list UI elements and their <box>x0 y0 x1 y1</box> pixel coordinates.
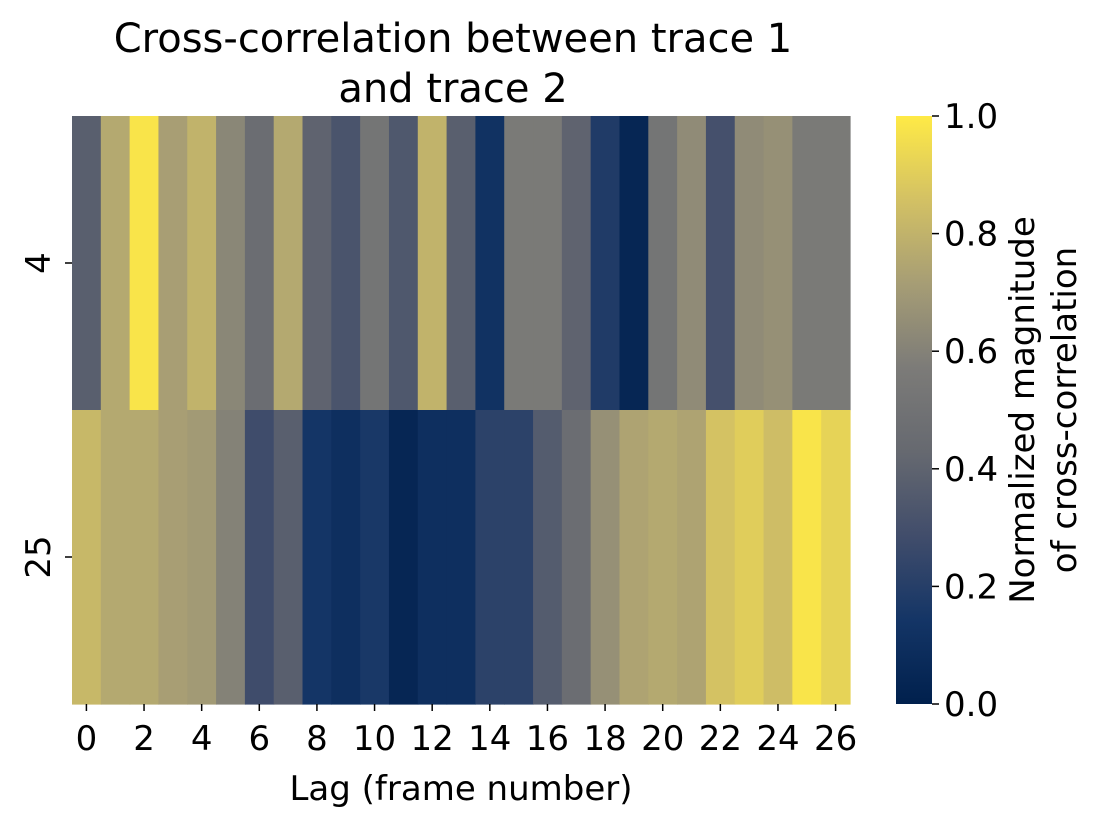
heatmap-cell <box>273 116 304 411</box>
heatmap-cell <box>129 410 160 705</box>
colorbar-gradient <box>896 116 932 704</box>
colorbar-tick-label: 0.2 <box>944 567 998 607</box>
heatmap-cell <box>734 410 765 705</box>
heatmap-cell <box>763 116 793 411</box>
heatmap-cell <box>561 116 592 411</box>
colorbar-tick-label: 0.8 <box>944 215 998 255</box>
heatmap-cell <box>273 410 304 705</box>
heatmap-cell <box>475 410 505 705</box>
x-tick-label: 6 <box>248 719 270 759</box>
x-tick-label: 20 <box>641 719 684 759</box>
heatmap-cell <box>590 410 621 705</box>
x-tick-label: 2 <box>133 719 155 759</box>
colorbar-label-line-1: Normalized magnitude <box>1003 216 1043 604</box>
heatmap-cell <box>504 116 534 411</box>
heatmap-cell <box>792 116 822 411</box>
heatmap-cell <box>821 116 851 411</box>
heatmap-cell <box>705 116 736 411</box>
x-tick-label: 22 <box>699 719 742 759</box>
x-tick-label: 4 <box>191 719 213 759</box>
colorbar: 0.00.20.40.60.81.0 Normalized magnitude … <box>896 97 1085 725</box>
heatmap-cell <box>417 410 448 705</box>
heatmap-cell <box>792 410 822 705</box>
colorbar-tick-label: 1.0 <box>944 97 998 137</box>
heatmap-cell <box>187 116 217 411</box>
heatmap-cell <box>158 410 188 705</box>
heatmap-cell <box>360 410 390 705</box>
heatmap-cell <box>331 116 361 411</box>
heatmap-cell <box>100 116 131 411</box>
heatmap-cell <box>302 116 332 411</box>
heatmap-cell <box>72 410 102 705</box>
heatmap-cell <box>533 116 563 411</box>
heatmap-cell <box>446 116 477 411</box>
x-tick-label: 24 <box>756 719 799 759</box>
heatmap-cell <box>244 410 275 705</box>
heatmap-cell <box>590 116 621 411</box>
heatmap-cell <box>72 116 102 411</box>
heatmap-cell <box>388 410 419 705</box>
colorbar-ticks: 0.0 0.2 0.4 0.6 0.8 1.0 <box>932 97 998 725</box>
y-tick-label: 4 <box>19 252 59 274</box>
heatmap-cell <box>446 410 477 705</box>
heatmap-cell <box>417 116 448 411</box>
heatmap-cell <box>561 410 592 705</box>
y-axis: 4 25 <box>19 252 72 579</box>
heatmap-cell <box>821 410 851 705</box>
heatmap-cell <box>734 116 765 411</box>
heatmap-cell <box>648 410 678 705</box>
x-axis: 0 2 4 6 8 10 12 14 16 18 20 22 24 26 <box>76 704 857 759</box>
heatmap-cell <box>504 410 534 705</box>
heatmap-cell <box>129 116 160 411</box>
x-tick-label: 14 <box>468 719 511 759</box>
colorbar-tick-label: 0.4 <box>944 450 998 490</box>
heatmap-cell <box>648 116 678 411</box>
heatmap-cell <box>763 410 793 705</box>
heatmap-cell <box>619 410 649 705</box>
heatmap-cell <box>216 410 246 705</box>
heatmap-cell <box>677 410 707 705</box>
heatmap-cell <box>388 116 419 411</box>
x-tick-label: 12 <box>411 719 454 759</box>
colorbar-tick-label: 0.6 <box>944 332 998 372</box>
heatmap-cell <box>475 116 505 411</box>
x-tick-label: 18 <box>583 719 626 759</box>
chart-title-line-1: Cross-correlation between trace 1 <box>114 16 793 62</box>
x-tick-label: 26 <box>814 719 857 759</box>
heatmap-cell <box>705 410 736 705</box>
x-tick-label: 0 <box>76 719 98 759</box>
heatmap-cell <box>158 116 188 411</box>
heatmap-cell <box>100 410 131 705</box>
chart-title-line-2: and trace 2 <box>338 66 567 112</box>
heatmap-cell <box>187 410 217 705</box>
heatmap-cell <box>619 116 649 411</box>
heatmap-cell <box>360 116 390 411</box>
y-tick-label: 25 <box>19 535 59 578</box>
heatmap-cell <box>244 116 275 411</box>
x-tick-label: 8 <box>306 719 328 759</box>
heatmap-cell <box>533 410 563 705</box>
heatmap-cell <box>302 410 332 705</box>
colorbar-tick-label: 0.0 <box>944 685 998 725</box>
heatmap-cell <box>677 116 707 411</box>
x-axis-label: Lag (frame number) <box>289 769 632 809</box>
heatmap-cell <box>216 116 246 411</box>
x-tick-label: 10 <box>353 719 396 759</box>
heatmap-cell <box>331 410 361 705</box>
x-tick-label: 16 <box>526 719 569 759</box>
colorbar-label-line-2: of cross-correlation <box>1045 247 1085 573</box>
heatmap-cells <box>72 116 851 705</box>
